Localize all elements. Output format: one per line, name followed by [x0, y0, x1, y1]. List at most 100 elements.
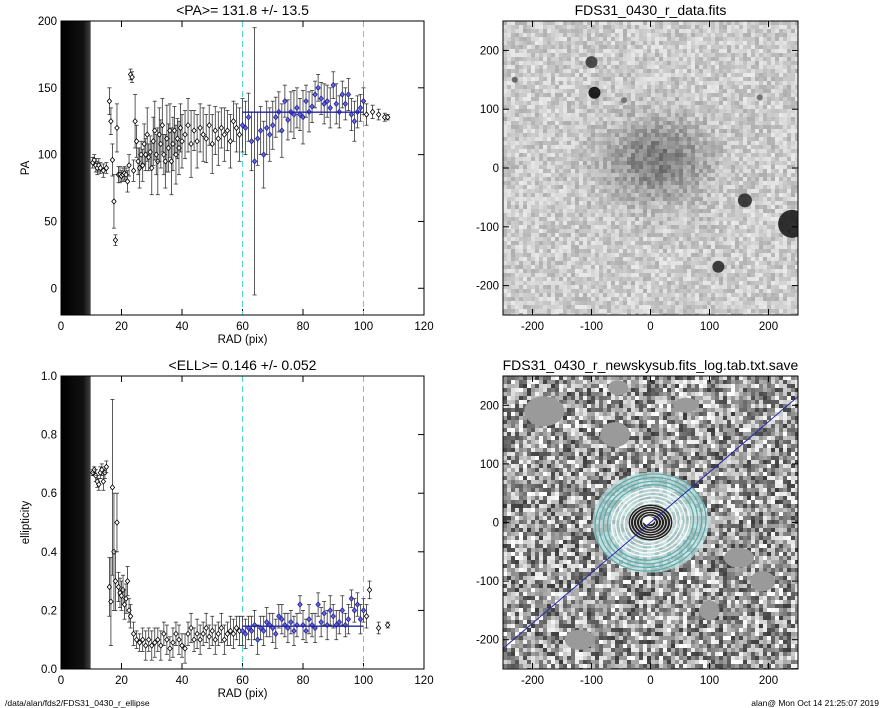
pixel — [579, 153, 583, 157]
pixel — [783, 97, 787, 101]
pixel — [619, 165, 623, 169]
pixel — [655, 145, 659, 149]
pixel — [631, 25, 635, 29]
pixel — [539, 149, 543, 153]
pixel — [611, 37, 615, 41]
pixel — [651, 197, 655, 201]
pixel — [611, 193, 615, 197]
pixel — [519, 137, 523, 141]
pixel — [699, 209, 703, 213]
pixel — [787, 93, 791, 97]
pixel — [743, 181, 747, 185]
pixel — [787, 157, 791, 161]
pixel — [759, 29, 763, 33]
pixel — [727, 77, 731, 81]
pixel — [767, 61, 771, 65]
pixel — [535, 185, 539, 189]
pixel — [755, 81, 759, 85]
pixel — [731, 105, 735, 109]
pixel — [539, 153, 543, 157]
pixel — [643, 161, 647, 165]
pixel — [535, 25, 539, 29]
pixel — [727, 169, 731, 173]
pixel — [551, 53, 555, 57]
pixel — [707, 73, 711, 77]
pixel — [639, 97, 643, 101]
data-point — [345, 91, 352, 98]
data-point — [170, 639, 176, 646]
pixel — [691, 197, 695, 201]
pixel — [631, 233, 635, 237]
pixel — [767, 89, 771, 93]
pixel — [743, 69, 747, 73]
pixel — [627, 161, 631, 165]
pixel — [791, 141, 795, 145]
pixel — [603, 157, 607, 161]
data-point — [200, 131, 206, 138]
pixel — [507, 101, 511, 105]
pixel — [675, 141, 679, 145]
pixel — [675, 53, 679, 57]
pixel — [583, 53, 587, 57]
pixel — [735, 217, 739, 221]
pixel — [559, 181, 563, 185]
pixel — [595, 105, 599, 109]
pixel — [703, 73, 707, 77]
pixel — [771, 105, 775, 109]
pixel — [727, 177, 731, 181]
pixel — [647, 177, 651, 181]
pixel — [507, 165, 511, 169]
pixel — [703, 137, 707, 141]
pixel — [791, 89, 795, 93]
pixel — [667, 129, 671, 133]
pixel — [771, 113, 775, 117]
pixel — [619, 37, 623, 41]
pixel — [735, 173, 739, 177]
pixel — [535, 201, 539, 205]
pixel — [643, 177, 647, 181]
pixel — [695, 153, 699, 157]
pixel — [559, 197, 563, 201]
pixel — [731, 149, 735, 153]
pixel — [647, 61, 651, 65]
pixel — [751, 65, 755, 69]
pixel — [775, 141, 779, 145]
pixel — [567, 141, 571, 145]
pixel — [711, 153, 715, 157]
pixel — [523, 185, 527, 189]
pixel — [619, 77, 623, 81]
pixel — [543, 193, 547, 197]
pixel — [567, 157, 571, 161]
pixel — [611, 117, 615, 121]
pixel — [599, 65, 603, 69]
pixel — [619, 121, 623, 125]
pixel — [795, 145, 798, 149]
pixel — [699, 233, 703, 237]
pixel — [763, 77, 767, 81]
pixel — [591, 21, 595, 25]
pixel — [727, 185, 731, 189]
pixel — [575, 29, 579, 33]
pixel — [791, 25, 795, 29]
pixel — [787, 29, 791, 33]
pixel — [659, 93, 663, 97]
pixel — [763, 93, 767, 97]
pixel — [719, 29, 723, 33]
pixel — [587, 173, 591, 177]
pixel — [559, 113, 563, 117]
pixel — [575, 161, 579, 165]
pixel — [571, 21, 575, 25]
pixel — [551, 85, 555, 89]
pixel — [575, 69, 579, 73]
pixel — [703, 69, 707, 73]
pixel — [723, 29, 727, 33]
pixel — [615, 173, 619, 177]
pixel — [671, 173, 675, 177]
pixel — [579, 197, 583, 201]
pixel — [751, 133, 755, 137]
pixel — [663, 177, 667, 181]
pixel — [615, 37, 619, 41]
pixel — [523, 217, 527, 221]
pixel — [615, 61, 619, 65]
